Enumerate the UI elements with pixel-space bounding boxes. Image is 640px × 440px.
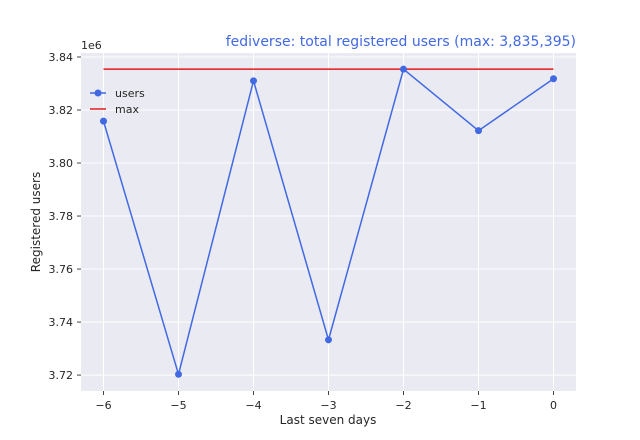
y-tick-label: 3.72 <box>49 369 74 382</box>
x-axis-label: Last seven days <box>280 413 377 427</box>
data-point-users <box>175 370 182 378</box>
y-axis-label: Registered users <box>29 172 43 272</box>
y-axis-ticks: 3.72 3.74 3.76 3.78 3.80 3.82 3.84 <box>49 51 81 382</box>
y-tick-label: 3.74 <box>49 316 74 329</box>
series-layer <box>100 65 557 378</box>
x-axis-ticks: −6 −5 −4 −3 −2 −1 0 <box>95 391 557 412</box>
y-offset-label: 1e6 <box>81 39 102 52</box>
data-point-users <box>325 336 332 344</box>
x-tick-label: −6 <box>95 399 111 412</box>
x-tick-label: −5 <box>170 399 186 412</box>
x-tick-label: −4 <box>245 399 261 412</box>
legend: users max <box>90 87 145 116</box>
data-point-users <box>475 127 482 135</box>
y-tick-label: 3.76 <box>49 263 74 276</box>
y-tick-label: 3.84 <box>49 51 74 64</box>
x-tick-label: −3 <box>320 399 336 412</box>
legend-label-users: users <box>115 87 145 100</box>
legend-label-max: max <box>115 103 139 116</box>
y-tick-label: 3.80 <box>49 157 74 170</box>
y-tick-label: 3.78 <box>49 210 74 223</box>
y-tick-label: 3.82 <box>49 104 74 117</box>
data-point-users <box>550 75 557 83</box>
x-tick-label: −1 <box>470 399 486 412</box>
chart-title: fediverse: total registered users (max: … <box>226 34 576 50</box>
legend-marker-users <box>94 89 102 97</box>
data-point-users <box>100 117 107 125</box>
x-tick-label: 0 <box>550 399 557 412</box>
data-point-users <box>400 65 407 73</box>
data-point-users <box>250 77 257 85</box>
x-tick-label: −2 <box>395 399 411 412</box>
